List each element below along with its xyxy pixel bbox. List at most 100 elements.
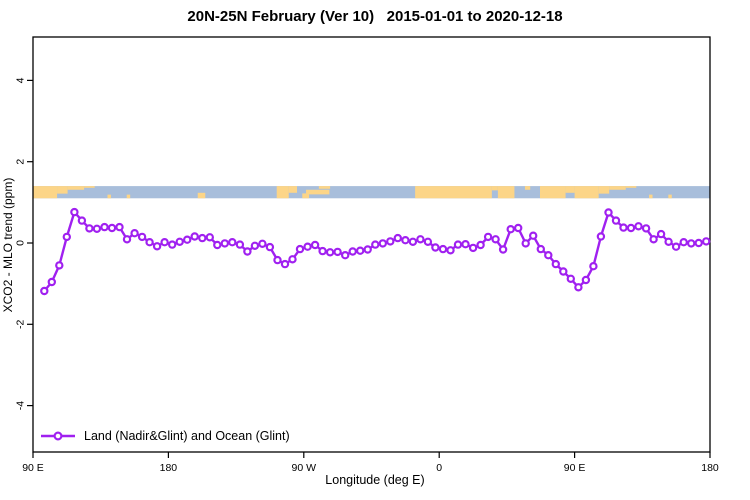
data-point [483, 232, 493, 242]
data-point [378, 239, 387, 248]
data-point [393, 233, 402, 243]
data-point [160, 237, 169, 247]
data-point [664, 237, 673, 246]
data-point [551, 259, 561, 269]
data-point [423, 237, 433, 246]
data-point [137, 232, 147, 242]
data-point [77, 216, 87, 225]
data-point [235, 240, 245, 249]
map-band-land-segment [539, 186, 566, 199]
map-band-land-segment [33, 186, 58, 199]
data-point [506, 224, 515, 234]
data-point [461, 239, 470, 249]
data-point [280, 259, 290, 269]
map-band-land-segment [126, 194, 131, 199]
data-point [626, 223, 636, 233]
map-band-land-segment [276, 186, 289, 199]
x-tick-label: 0 [436, 462, 442, 474]
data-point [386, 237, 395, 246]
data-point [491, 235, 500, 244]
data-point [566, 274, 576, 283]
data-point [333, 247, 342, 257]
data-point [152, 242, 162, 251]
data-point [656, 229, 666, 239]
data-point [356, 246, 365, 255]
data-point [649, 235, 658, 244]
map-band-land-segment [524, 186, 531, 190]
data-point [190, 232, 199, 241]
data-point [559, 267, 568, 276]
data-line [43, 210, 707, 292]
data-point [40, 286, 49, 296]
data-point [62, 232, 72, 242]
data-point [431, 243, 440, 252]
data-point [453, 240, 463, 249]
data-point [521, 239, 530, 248]
x-tick-label: 180 [160, 462, 178, 474]
map-band-land-segment [306, 189, 330, 195]
map-band-land-segment [318, 186, 331, 189]
data-point [107, 223, 117, 233]
map-band-land-segment [67, 186, 85, 190]
data-point [679, 237, 688, 247]
data-point [408, 237, 418, 246]
data-point [205, 233, 214, 242]
data-point [348, 247, 357, 256]
map-band-land-segment [609, 186, 626, 190]
map-band-land-segment [84, 186, 95, 188]
plot-border [32, 36, 711, 453]
map-band-land-segment [491, 186, 498, 191]
data-point [175, 237, 184, 246]
data-point [92, 224, 102, 233]
map-band-land-segment [565, 186, 575, 193]
legend-marker-icon [41, 431, 75, 441]
data-point [604, 208, 613, 217]
data-point [611, 216, 621, 225]
data-point [310, 240, 320, 250]
data-point [498, 245, 508, 254]
data-point [589, 262, 598, 271]
map-band-land-segment [598, 186, 610, 194]
map-band-land-segment [57, 186, 68, 194]
x-tick-label: 90 W [292, 462, 317, 474]
data-point [47, 277, 57, 287]
data-point [213, 240, 222, 250]
map-band-land-segment [107, 194, 111, 199]
data-point [167, 240, 177, 249]
data-point [115, 222, 124, 232]
map-band-land-segment [625, 186, 637, 188]
y-tick-label: -4 [15, 401, 27, 410]
data-point [468, 243, 478, 253]
data-point [85, 224, 94, 233]
data-point [145, 237, 154, 247]
chart-title: 20N-25N February (Ver 10) 2015-01-01 to … [187, 8, 563, 25]
x-tick-label: 90 E [564, 462, 586, 474]
map-band-land-segment [197, 192, 206, 199]
data-point [596, 232, 606, 241]
y-tick-label: 4 [15, 77, 27, 83]
legend-label: Land (Nadir&Glint) and Ocean (Glint) [84, 429, 290, 443]
y-tick-label: 0 [15, 240, 27, 246]
y-tick-label: 2 [15, 159, 27, 165]
data-point [228, 237, 237, 247]
data-point [100, 222, 109, 232]
data-point [446, 246, 455, 255]
data-point [122, 235, 132, 244]
map-band-land-segment [302, 193, 310, 199]
data-point [476, 240, 485, 250]
data-point [687, 239, 696, 248]
data-point [341, 250, 350, 260]
data-point [288, 255, 297, 264]
data-point [182, 235, 192, 244]
data-point [416, 235, 425, 244]
data-point [371, 240, 380, 249]
data-point [401, 235, 410, 245]
map-band-land-segment [415, 186, 492, 199]
legend: Land (Nadir&Glint) and Ocean (Glint) [40, 428, 290, 444]
data-point [258, 239, 267, 248]
x-tick-label: 90 E [22, 462, 44, 474]
data-point [55, 261, 64, 270]
data-point [70, 207, 79, 217]
